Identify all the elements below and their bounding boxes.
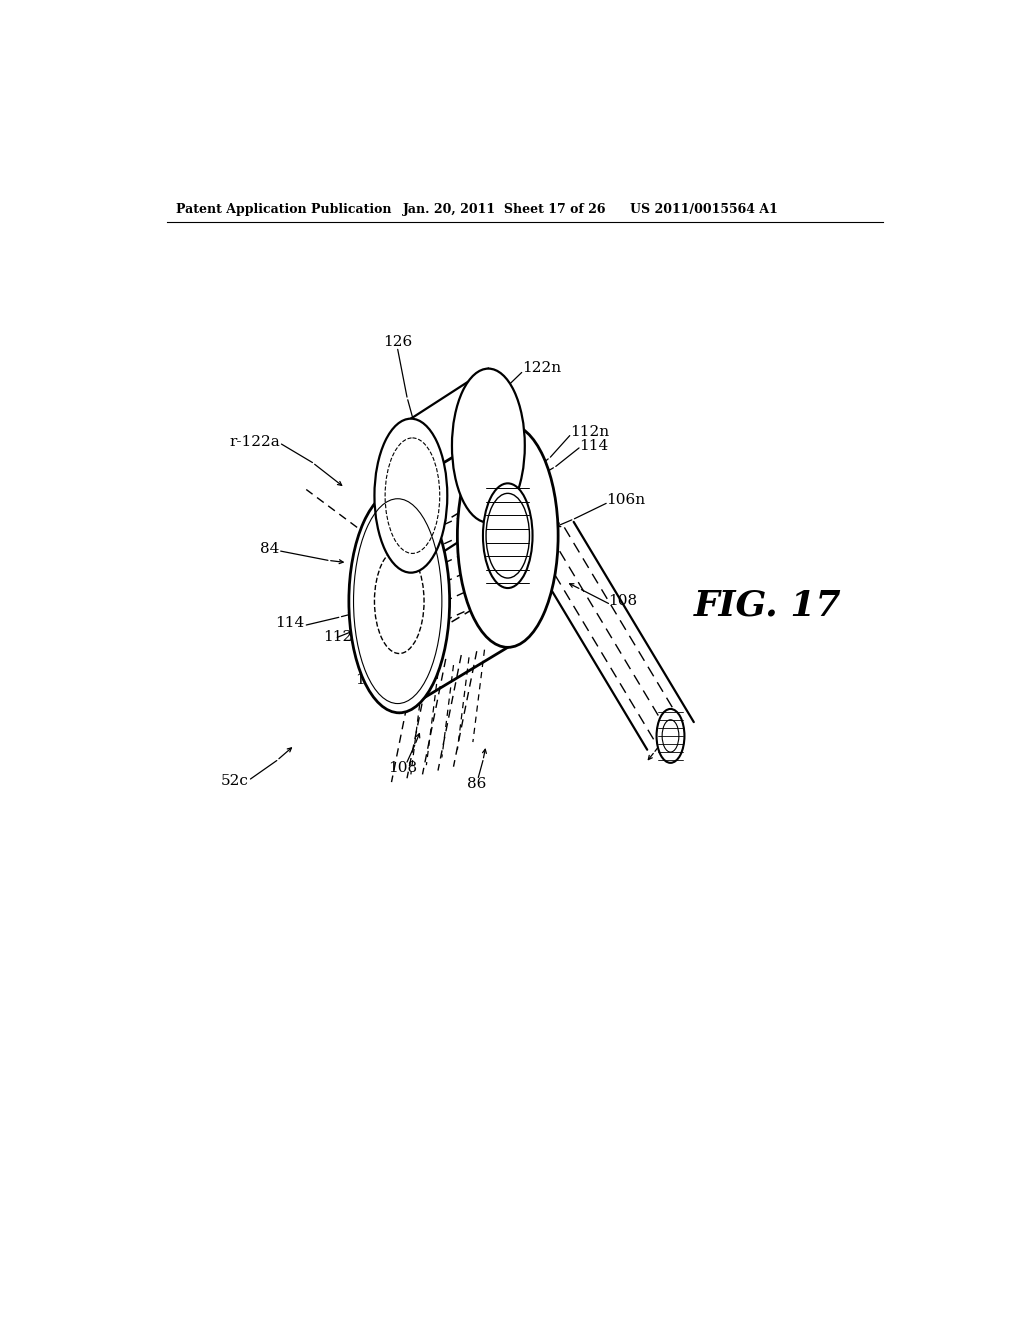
Ellipse shape	[452, 368, 524, 523]
Ellipse shape	[483, 483, 532, 589]
Text: 106a: 106a	[355, 673, 393, 688]
Text: 108: 108	[608, 594, 638, 609]
Text: 114: 114	[579, 438, 608, 453]
Text: r-122a: r-122a	[229, 434, 280, 449]
Text: FIG. 17: FIG. 17	[693, 587, 842, 622]
Text: Jan. 20, 2011  Sheet 17 of 26: Jan. 20, 2011 Sheet 17 of 26	[403, 203, 606, 216]
Text: 114: 114	[275, 616, 305, 631]
Text: 108: 108	[388, 762, 418, 775]
Ellipse shape	[458, 424, 558, 647]
Text: 86: 86	[467, 776, 486, 791]
Text: 52c: 52c	[220, 774, 248, 788]
Text: 50: 50	[665, 729, 684, 743]
Text: US 2011/0015564 A1: US 2011/0015564 A1	[630, 203, 778, 216]
Ellipse shape	[349, 490, 450, 713]
Text: Patent Application Publication: Patent Application Publication	[176, 203, 391, 216]
Ellipse shape	[656, 709, 684, 763]
Ellipse shape	[375, 418, 447, 573]
Text: 122n: 122n	[521, 360, 561, 375]
Text: 112n: 112n	[569, 425, 609, 438]
Text: 84: 84	[260, 541, 280, 556]
Text: 126: 126	[383, 335, 413, 348]
Text: 106n: 106n	[606, 492, 645, 507]
Text: 112a: 112a	[324, 631, 361, 644]
